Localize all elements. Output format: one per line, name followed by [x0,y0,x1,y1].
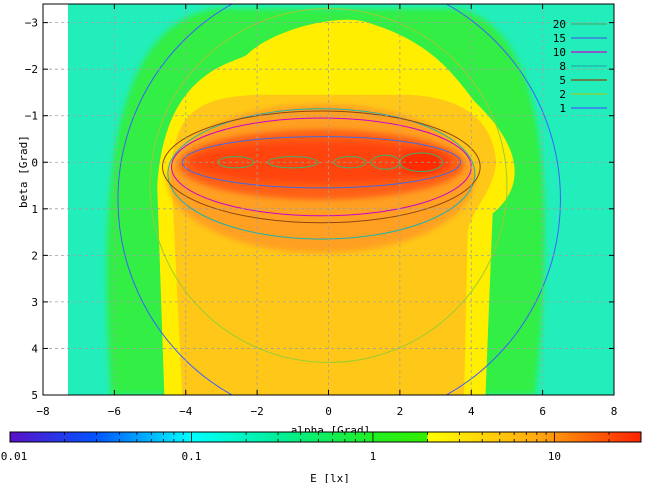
colorbar-ticks: 0.01 0.1 1 10 [1,432,642,463]
y-tick-label: 1 [31,203,38,216]
contour-1 [117,4,561,395]
x-tick-label: 0 [325,405,332,418]
colorbar: 0.01 0.1 1 10 E [lx] [1,431,642,483]
colorbar-tick-label: 1 [370,450,377,463]
x-axis-ticks: −8 −6 −4 −2 0 2 4 6 8 [36,4,617,418]
legend-label: 2 [559,88,566,101]
legend-entry-2: 2 [559,88,607,101]
y-tick-label: −1 [25,110,38,123]
x-tick-label: 8 [611,405,618,418]
legend-entry-15: 15 [553,32,607,45]
y-tick-label: 4 [31,342,38,355]
y-tick-label: 2 [31,249,38,262]
legend-entry-20: 20 [553,18,607,31]
legend-label: 15 [553,32,566,45]
legend-label: 1 [559,102,566,115]
y-tick-label: 3 [31,296,38,309]
heatmap-field [67,4,614,395]
legend-label: 8 [559,60,566,73]
contour-8 [167,108,476,240]
grid-lines [43,4,614,395]
contour-5 [162,110,481,224]
colorbar-tick-label: 10 [548,450,561,463]
x-tick-label: −6 [108,405,121,418]
legend-label: 20 [553,18,566,31]
colorbar-tick-label: 0.01 [1,450,28,463]
x-tick-label: −8 [36,405,49,418]
y-axis-label: beta [Grad] [17,135,30,208]
y-tick-label: 0 [31,156,38,169]
x-tick-label: 6 [539,405,546,418]
y-tick-label: −2 [25,63,38,76]
colorbar-tick-label: 0.1 [182,450,202,463]
legend-entry-5: 5 [559,74,607,87]
legend-label: 10 [553,46,566,59]
x-tick-label: −2 [251,405,264,418]
legend-entry-8: 8 [559,60,607,73]
legend-entry-10: 10 [553,46,607,59]
x-tick-label: 4 [468,405,475,418]
x-tick-label: −4 [179,405,193,418]
legend-entry-1: 1 [559,102,607,115]
x-tick-label: 2 [397,405,404,418]
y-tick-label: −3 [25,17,38,30]
y-tick-label: 5 [31,389,38,402]
colorbar-label: E [lx] [310,472,350,483]
legend-label: 5 [559,74,566,87]
